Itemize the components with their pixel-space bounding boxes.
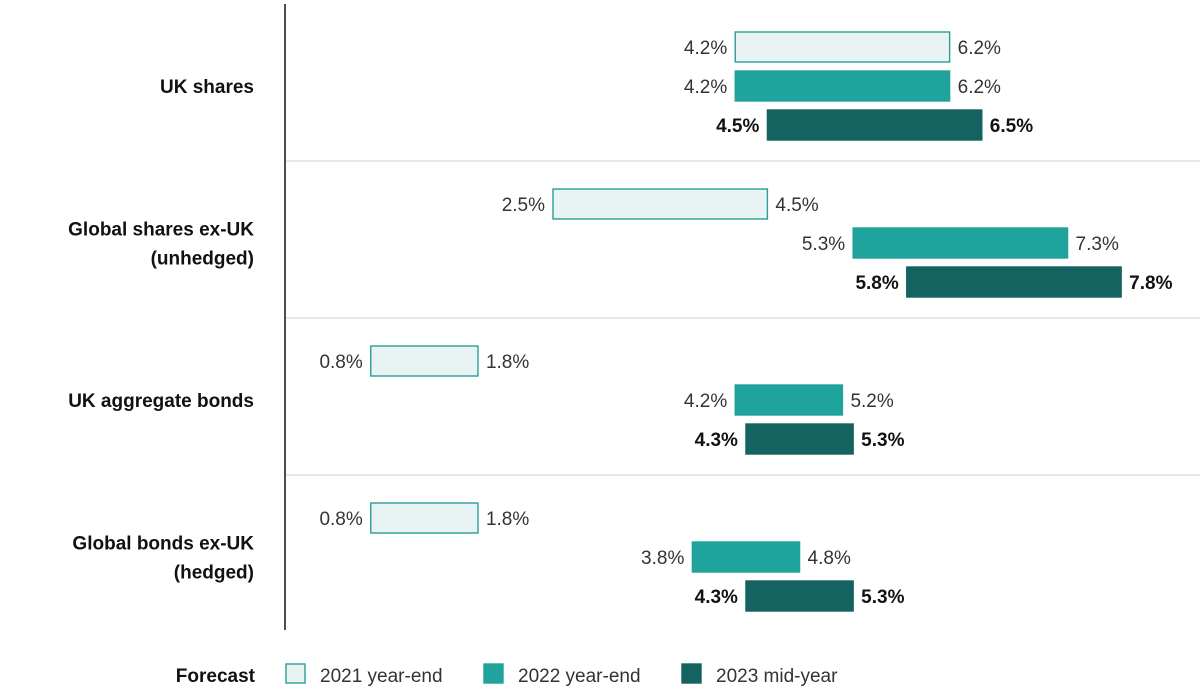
- range-bar: [734, 70, 951, 102]
- range-bar: [734, 384, 844, 416]
- range-high-label: 1.8%: [486, 352, 529, 373]
- range-low-label: 4.2%: [684, 38, 727, 59]
- value-labels-group: 4.2% 6.2% 2.5% 4.5% 0.8% 1.8% 0.8% 1.8% 4.2% 6.2%…: [319, 38, 1172, 608]
- range-low-label: 3.8%: [641, 548, 684, 569]
- category-label: Global shares ex-UK: [68, 220, 254, 241]
- range-bar: [766, 109, 983, 141]
- range-high-label: 4.8%: [808, 548, 851, 569]
- range-bar: [745, 423, 854, 455]
- range-high-label: 5.3%: [861, 430, 904, 451]
- range-high-label: 1.8%: [486, 509, 529, 530]
- range-low-label: 0.8%: [319, 352, 362, 373]
- range-low-label: 5.8%: [855, 273, 898, 294]
- legend-swatch: [285, 663, 306, 684]
- range-low-label: 4.2%: [684, 391, 727, 412]
- range-low-label: 4.2%: [684, 77, 727, 98]
- range-bar: [745, 580, 854, 612]
- legend-label: 2022 year-end: [518, 666, 641, 687]
- category-labels: UK shares Global shares ex-UK (unhedged) UK…: [68, 77, 254, 584]
- range-high-label: 6.5%: [990, 116, 1033, 137]
- range-bar: [552, 188, 769, 220]
- range-bar: [370, 345, 479, 377]
- range-bar: [370, 502, 479, 534]
- range-bar: [852, 227, 1069, 259]
- legend-title: Forecast: [176, 666, 256, 687]
- range-high-label: 6.2%: [958, 77, 1001, 98]
- range-low-label: 4.3%: [695, 587, 738, 608]
- range-bar: [734, 31, 951, 63]
- range-high-label: 5.2%: [850, 391, 893, 412]
- category-label: Global bonds ex-UK: [72, 534, 254, 555]
- category-label: (hedged): [174, 563, 254, 584]
- legend-label: 2021 year-end: [320, 666, 443, 687]
- range-low-label: 4.5%: [716, 116, 759, 137]
- bars-group: [370, 31, 1122, 612]
- legend: Forecast 2021 year-end 2022 year-end 2023 …: [176, 663, 838, 687]
- range-high-label: 6.2%: [958, 38, 1001, 59]
- range-high-label: 7.3%: [1076, 234, 1119, 255]
- category-label: UK shares: [160, 77, 254, 98]
- range-high-label: 7.8%: [1129, 273, 1172, 294]
- range-high-label: 5.3%: [861, 587, 904, 608]
- range-bar: [691, 541, 801, 573]
- legend-swatch: [483, 663, 504, 684]
- range-low-label: 2.5%: [502, 195, 545, 216]
- range-low-label: 5.3%: [802, 234, 845, 255]
- range-low-label: 4.3%: [695, 430, 738, 451]
- category-separators: [285, 160, 1200, 476]
- range-high-label: 4.5%: [775, 195, 818, 216]
- legend-swatch: [681, 663, 702, 684]
- legend-label: 2023 mid-year: [716, 666, 838, 687]
- range-bar: [906, 266, 1122, 298]
- range-low-label: 0.8%: [319, 509, 362, 530]
- category-label: UK aggregate bonds: [68, 391, 254, 412]
- category-label: (unhedged): [151, 249, 254, 270]
